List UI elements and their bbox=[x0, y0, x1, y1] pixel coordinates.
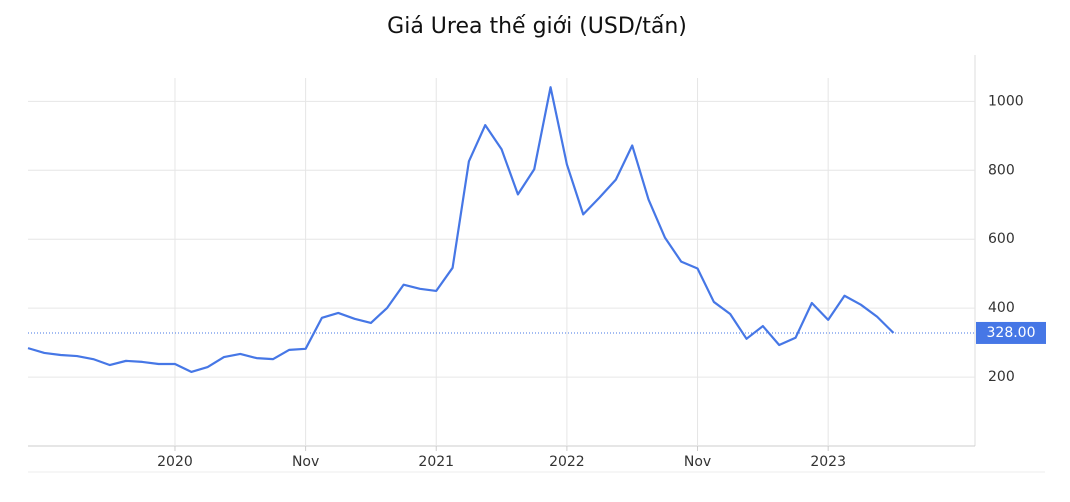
y-tick-label: 200 bbox=[988, 369, 1015, 385]
x-tick-label: Nov bbox=[684, 454, 711, 470]
x-tick-label: 2022 bbox=[549, 454, 585, 470]
x-tick-label: Nov bbox=[292, 454, 319, 470]
x-tick-label: 2020 bbox=[157, 454, 193, 470]
x-tick-label: 2023 bbox=[810, 454, 846, 470]
line-series bbox=[27, 86, 895, 374]
chart-title: Giá Urea thế giới (USD/tấn) bbox=[387, 14, 687, 39]
y-tick-label: 600 bbox=[988, 231, 1015, 247]
x-tick-label: 2021 bbox=[418, 454, 454, 470]
current-value-label: 328.00 bbox=[987, 325, 1036, 341]
y-tick-label: 800 bbox=[988, 162, 1015, 178]
y-tick-label: 400 bbox=[988, 300, 1015, 316]
current-value-box bbox=[976, 321, 1046, 344]
y-tick-label: 1000 bbox=[988, 93, 1024, 109]
